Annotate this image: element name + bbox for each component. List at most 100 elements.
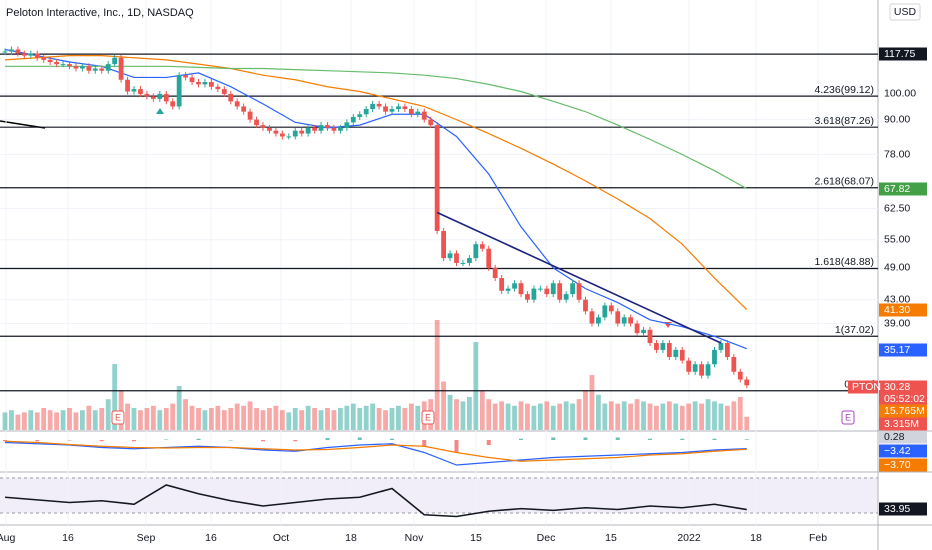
x-tick-label: Dec: [537, 532, 556, 544]
candle-body: [28, 53, 34, 56]
candle-body: [286, 136, 292, 138]
candle-body: [183, 75, 188, 78]
trendline: [436, 211, 722, 344]
volume-bar: [686, 403, 692, 430]
candle-body: [15, 49, 21, 54]
macd-hist: [680, 438, 685, 440]
x-tick-label: Aug: [0, 532, 15, 544]
volume-bar: [454, 399, 459, 430]
volume-bar: [370, 403, 376, 430]
candle-body: [725, 343, 730, 357]
candle-body: [544, 288, 550, 295]
volume-bar: [654, 405, 659, 430]
volume-bar: [531, 405, 537, 430]
volume-bar: [312, 408, 317, 430]
volume-bar: [679, 405, 685, 430]
volume-bar: [241, 405, 247, 430]
badge-label: 67.82: [884, 183, 910, 195]
volume-bar: [557, 403, 563, 430]
badge-label: 0.28: [884, 431, 905, 443]
volume-bar: [396, 405, 401, 430]
currency-button[interactable]: [889, 3, 921, 21]
candle-body: [60, 64, 66, 66]
candle-body: [312, 127, 317, 131]
currency[interactable]: USD: [894, 6, 917, 18]
volume-bar: [608, 401, 614, 430]
candle-body: [228, 93, 234, 102]
candle-body: [196, 82, 201, 85]
candle-body: [260, 125, 266, 128]
volume-bar: [221, 410, 227, 430]
macd-hist: [390, 438, 394, 440]
volume-bar: [260, 410, 266, 430]
candle-body: [112, 57, 118, 65]
volume-bar: [563, 401, 569, 430]
volume-bar: [176, 386, 182, 430]
candle-body: [189, 77, 195, 83]
volume-bar: [615, 403, 621, 430]
volume-bar: [202, 410, 208, 430]
candle-body: [666, 343, 672, 357]
volume-bar: [499, 401, 505, 430]
candle-body: [383, 106, 388, 112]
candle-body: [576, 283, 582, 300]
macd-hist: [99, 440, 104, 442]
macd-hist: [228, 440, 233, 441]
x-tick-label: 15: [605, 532, 617, 544]
candle-body: [447, 253, 453, 259]
volume-bar: [486, 399, 492, 430]
volume-bar: [318, 410, 324, 430]
volume-bar: [737, 397, 743, 430]
x-tick-label: 2022: [677, 532, 701, 544]
candle-body: [305, 127, 311, 134]
candle-body: [641, 329, 646, 334]
candle-body: [54, 61, 59, 65]
chart-title: Peloton Interactive, Inc., 1D, NASDAQ: [6, 7, 194, 19]
volume-bar: [286, 412, 292, 430]
candle-body: [692, 364, 698, 372]
badge-label: −3.42: [884, 445, 911, 457]
volume-bar: [254, 408, 259, 430]
symbol-label: PTON: [852, 381, 881, 393]
volume-bar: [660, 403, 666, 430]
volume-bar: [305, 405, 311, 430]
candle-body: [396, 106, 401, 110]
candle-body: [499, 278, 505, 291]
volume-bar: [150, 405, 156, 430]
fib-label: 3.618(87.26): [814, 115, 874, 127]
candle-body: [67, 64, 72, 67]
earnings-box: [841, 410, 855, 425]
price-badge: [879, 444, 927, 458]
volume-bar: [325, 408, 330, 430]
volume-bar: [15, 414, 21, 430]
candle-body: [350, 116, 356, 123]
earnings-marker: E: [845, 412, 851, 422]
candle-body: [131, 89, 137, 92]
candle-body: [486, 248, 492, 268]
badge-label: −3.70: [884, 459, 911, 471]
candle-body: [647, 329, 653, 344]
candle-body: [344, 122, 350, 128]
volume-bar: [731, 401, 737, 430]
candle-body: [583, 299, 588, 312]
macd-hist: [3, 440, 7, 442]
badge-label: 3.315M: [884, 418, 919, 430]
volume-bar: [712, 401, 717, 430]
volume-bar: [628, 403, 634, 430]
volume-bar: [196, 408, 201, 430]
candle-body: [34, 53, 40, 58]
candle-body: [634, 323, 640, 334]
candle-body: [673, 349, 679, 357]
price-badge: [879, 303, 927, 317]
volume-bar: [408, 403, 414, 430]
badge-label: 117.75: [884, 48, 915, 60]
volume-bar: [144, 408, 150, 430]
volume-bar: [673, 403, 679, 430]
volume-bar: [279, 410, 285, 430]
earnings-box: [111, 410, 125, 425]
volume-bar: [67, 408, 72, 430]
x-tick-label: 15: [470, 532, 482, 544]
volume-bar: [163, 408, 169, 430]
candle-body: [21, 53, 27, 56]
